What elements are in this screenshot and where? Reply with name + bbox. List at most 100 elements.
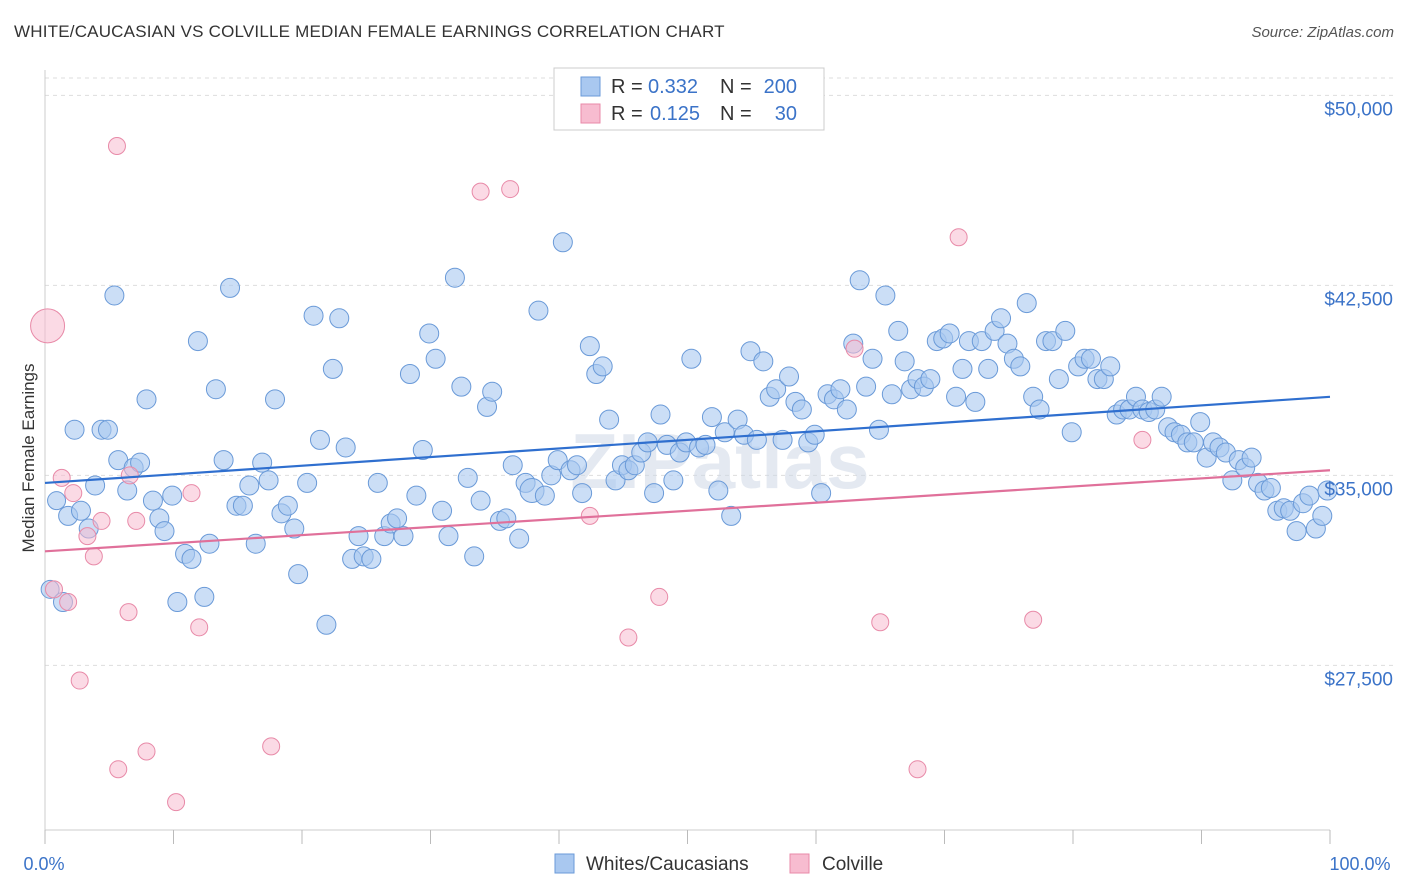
point-whites-caucasians xyxy=(965,391,986,412)
point-whites-caucasians xyxy=(162,485,183,506)
point-whites-caucasians xyxy=(1183,432,1204,453)
point-whites-caucasians xyxy=(419,323,440,344)
point-whites-caucasians xyxy=(804,424,825,445)
legend-swatch-pink xyxy=(580,103,601,124)
point-whites-caucasians xyxy=(579,336,600,357)
point-whites-caucasians xyxy=(1048,369,1069,390)
point-whites-caucasians xyxy=(187,331,208,352)
point-colville xyxy=(949,228,968,247)
bottom-legend-label-whites: Whites/Caucasians xyxy=(586,854,749,875)
point-whites-caucasians xyxy=(432,500,453,521)
point-colville xyxy=(190,618,209,637)
point-whites-caucasians xyxy=(856,376,877,397)
point-whites-caucasians xyxy=(572,483,593,504)
trend-line-colville xyxy=(44,469,1331,553)
point-colville xyxy=(64,484,83,503)
point-whites-caucasians xyxy=(64,419,85,440)
point-whites-caucasians xyxy=(566,455,587,476)
point-whites-caucasians xyxy=(393,526,414,547)
point-whites-caucasians xyxy=(239,475,260,496)
chart-title: WHITE/CAUCASIAN VS COLVILLE MEDIAN FEMAL… xyxy=(14,22,725,41)
point-whites-caucasians xyxy=(288,564,309,585)
point-whites-caucasians xyxy=(868,419,889,440)
legend-r-value-pink: 0.125 xyxy=(650,103,700,125)
point-colville xyxy=(501,180,520,199)
y-axis-label: Median Female Earnings xyxy=(19,364,38,553)
point-whites-caucasians xyxy=(1312,505,1333,526)
y-tick-label: $27,500 xyxy=(1324,669,1393,690)
point-whites-caucasians xyxy=(277,495,298,516)
point-whites-caucasians xyxy=(695,434,716,455)
point-whites-caucasians xyxy=(104,285,125,306)
point-colville xyxy=(127,511,146,530)
point-whites-caucasians xyxy=(412,440,433,460)
point-whites-caucasians xyxy=(650,404,671,425)
point-colville xyxy=(908,760,927,779)
point-colville xyxy=(109,760,128,779)
point-whites-caucasians xyxy=(746,429,767,450)
point-whites-caucasians xyxy=(663,470,684,491)
point-whites-caucasians xyxy=(425,348,446,369)
point-colville xyxy=(70,671,89,690)
point-whites-caucasians xyxy=(464,546,485,567)
legend-r-label-pink: R = xyxy=(611,103,643,125)
point-whites-caucasians xyxy=(849,270,870,291)
point-colville xyxy=(1133,430,1152,449)
point-colville xyxy=(871,613,890,632)
legend-n-value-blue: 200 xyxy=(764,76,797,98)
point-whites-caucasians xyxy=(130,452,151,473)
point-colville xyxy=(182,484,201,503)
point-whites-caucasians xyxy=(509,528,530,549)
point-whites-caucasians xyxy=(502,455,523,476)
point-whites-caucasians xyxy=(991,308,1012,329)
point-colville xyxy=(92,511,111,530)
point-whites-caucasians xyxy=(154,521,175,542)
point-whites-caucasians xyxy=(875,285,896,306)
point-whites-caucasians xyxy=(1016,293,1037,314)
point-whites-caucasians xyxy=(167,592,188,612)
point-whites-caucasians xyxy=(97,419,118,440)
point-whites-caucasians xyxy=(830,379,851,400)
point-whites-caucasians xyxy=(779,366,800,387)
point-whites-caucasians xyxy=(552,232,573,253)
point-colville xyxy=(650,587,669,606)
legend-swatch-blue xyxy=(580,76,601,97)
trend-lines xyxy=(44,395,1331,553)
point-whites-caucasians xyxy=(1260,478,1281,498)
point-colville xyxy=(59,593,78,611)
point-whites-caucasians xyxy=(482,381,503,402)
point-whites-caucasians xyxy=(894,351,915,372)
point-whites-caucasians xyxy=(284,518,305,539)
point-whites-caucasians xyxy=(811,483,832,504)
point-whites-caucasians xyxy=(721,505,742,526)
point-whites-caucasians xyxy=(457,467,478,488)
point-colville xyxy=(1024,610,1043,629)
point-whites-caucasians xyxy=(232,495,253,516)
legend-r-value-blue: 0.332 xyxy=(648,76,698,98)
y-tick-labels: $27,500 $35,000 $42,500 $50,000 xyxy=(1324,99,1393,690)
point-colville xyxy=(471,182,490,201)
point-whites-caucasians xyxy=(367,472,388,493)
point-colville xyxy=(619,628,638,647)
point-whites-caucasians xyxy=(952,358,973,379)
point-whites-caucasians xyxy=(766,379,787,400)
legend-n-label-blue: N = xyxy=(720,76,752,98)
point-whites-caucasians xyxy=(753,351,774,372)
point-whites-caucasians xyxy=(1061,422,1082,443)
point-whites-caucasians xyxy=(836,399,857,420)
legend-n-value-pink: 30 xyxy=(775,103,797,125)
point-whites-caucasians xyxy=(1317,480,1338,501)
point-whites-caucasians xyxy=(939,323,960,344)
point-whites-caucasians xyxy=(194,586,215,607)
bottom-legend-swatch-blue xyxy=(554,853,575,874)
point-colville xyxy=(119,603,138,622)
point-whites-caucasians xyxy=(681,348,702,369)
point-whites-caucasians xyxy=(136,389,157,410)
point-whites-caucasians xyxy=(772,429,793,450)
series-legend: Whites/Caucasians Colville xyxy=(554,853,883,875)
point-colville xyxy=(30,308,66,344)
point-whites-caucasians xyxy=(1241,447,1262,468)
point-colville xyxy=(52,468,71,487)
point-whites-caucasians xyxy=(978,358,999,379)
